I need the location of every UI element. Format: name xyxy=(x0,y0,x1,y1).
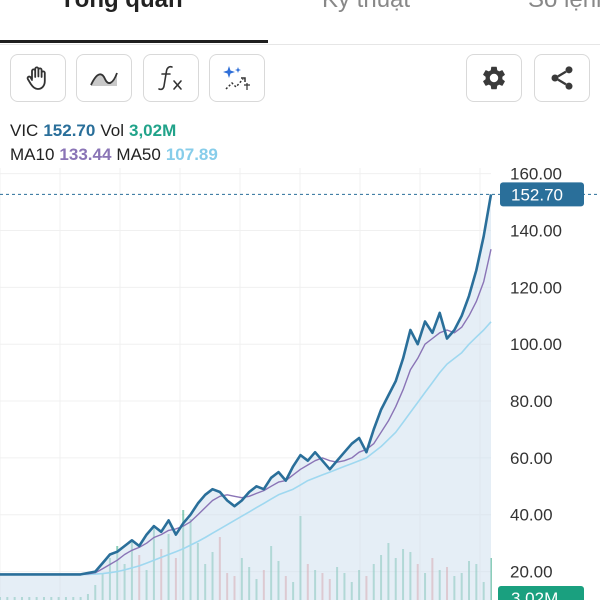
y-tick-label: 80.00 xyxy=(510,392,553,411)
settings-button[interactable] xyxy=(466,54,522,102)
y-tick-label: 40.00 xyxy=(510,506,553,525)
volume-label: Vol xyxy=(100,121,124,140)
tab-overview[interactable]: Tổng quan xyxy=(60,0,183,14)
tab-bar: Tổng quan Kỹ thuật Sổ lệnh xyxy=(0,0,600,45)
ma50-value: 107.89 xyxy=(165,145,218,164)
function-icon xyxy=(158,65,182,91)
share-button[interactable] xyxy=(534,54,590,102)
ma10-value: 133.44 xyxy=(59,145,112,164)
y-tick-label: 20.00 xyxy=(510,563,553,582)
ma50-label: MA50 xyxy=(116,145,161,164)
line-drawing-icon xyxy=(90,72,118,86)
chart-toolbar xyxy=(0,50,600,106)
y-tick-label: 100.00 xyxy=(510,335,562,354)
magic-wand-icon xyxy=(223,66,250,90)
price-line xyxy=(0,194,493,576)
last-volume-tag-background xyxy=(498,586,584,600)
last-volume-tag: 3,02M xyxy=(498,586,584,600)
y-tick-label: 140.00 xyxy=(510,222,562,241)
ma-info-line: MA10 133.44 MA50 107.89 xyxy=(10,145,223,165)
auto-draw-button[interactable] xyxy=(209,54,265,102)
active-tab-indicator xyxy=(0,40,268,43)
y-tick-label: 160.00 xyxy=(510,165,562,184)
volume-value: 3,02M xyxy=(128,121,177,140)
price-area-fill xyxy=(0,194,491,600)
y-axis: 20.00 40.00 60.00 80.00 100.00 120.00 140.00 16… xyxy=(510,165,562,582)
draw-hand-tool-button[interactable] xyxy=(10,54,66,102)
ma10-label: MA10 xyxy=(10,145,55,164)
gear-icon xyxy=(483,66,505,90)
last-price-value: 152.70 xyxy=(43,121,96,140)
y-tick-label: 60.00 xyxy=(510,449,553,468)
draw-line-tool-button[interactable] xyxy=(76,54,132,102)
price-info-line: VIC 152.70 Vol 3,02M xyxy=(10,121,181,141)
tab-order-book[interactable]: Sổ lệnh xyxy=(528,0,600,14)
indicators-button[interactable] xyxy=(143,54,199,102)
last-volume-tag-text: 3,02M xyxy=(511,589,558,600)
tab-technical[interactable]: Kỹ thuật xyxy=(322,0,410,14)
last-price-tag-background xyxy=(500,182,584,207)
hand-icon xyxy=(26,66,46,90)
last-price-tag-text: 152.70 xyxy=(511,185,563,204)
symbol-label: VIC xyxy=(10,121,39,140)
last-price-tag: 152.70 xyxy=(500,182,584,207)
y-tick-label: 120.00 xyxy=(510,278,562,297)
share-icon xyxy=(551,66,573,90)
